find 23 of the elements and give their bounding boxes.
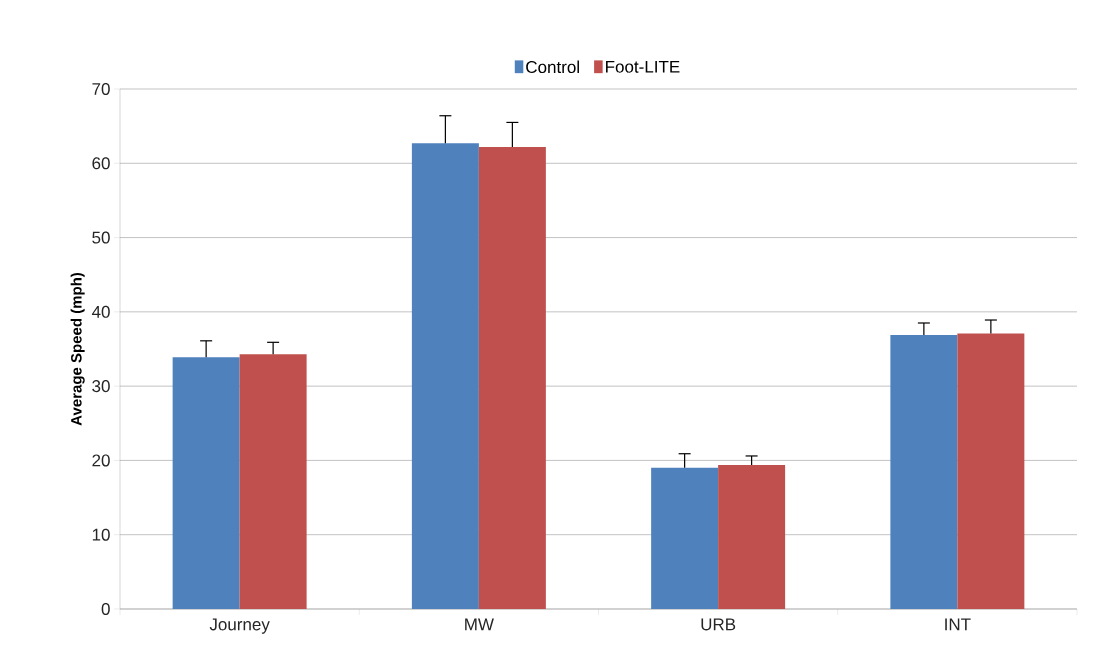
bar	[411, 143, 479, 609]
bar	[957, 333, 1025, 609]
x-tick-label: MW	[465, 618, 494, 631]
y-tick-label: 70	[92, 82, 110, 96]
y-tick-label: 30	[92, 380, 110, 393]
bar	[478, 146, 546, 609]
x-tick-label: URB	[701, 618, 736, 631]
y-tick-label: 50	[92, 231, 110, 244]
legend-label: Control	[526, 60, 579, 74]
y-tick-label: 60	[92, 157, 110, 170]
bar	[239, 354, 307, 609]
bar	[890, 334, 958, 609]
bar	[651, 467, 719, 609]
y-tick-label: 10	[92, 528, 110, 541]
legend-label: Foot-LITE	[606, 60, 680, 73]
y-tick-label: 0	[101, 602, 110, 616]
x-tick-label: INT	[945, 618, 971, 631]
y-axis-title: Average Speed (mph)	[70, 272, 85, 426]
y-tick-label: 40	[91, 305, 110, 318]
bar	[718, 464, 786, 609]
y-tick-label: 20	[92, 454, 110, 467]
bar	[172, 357, 240, 609]
x-tick-label: Journey	[209, 618, 270, 634]
